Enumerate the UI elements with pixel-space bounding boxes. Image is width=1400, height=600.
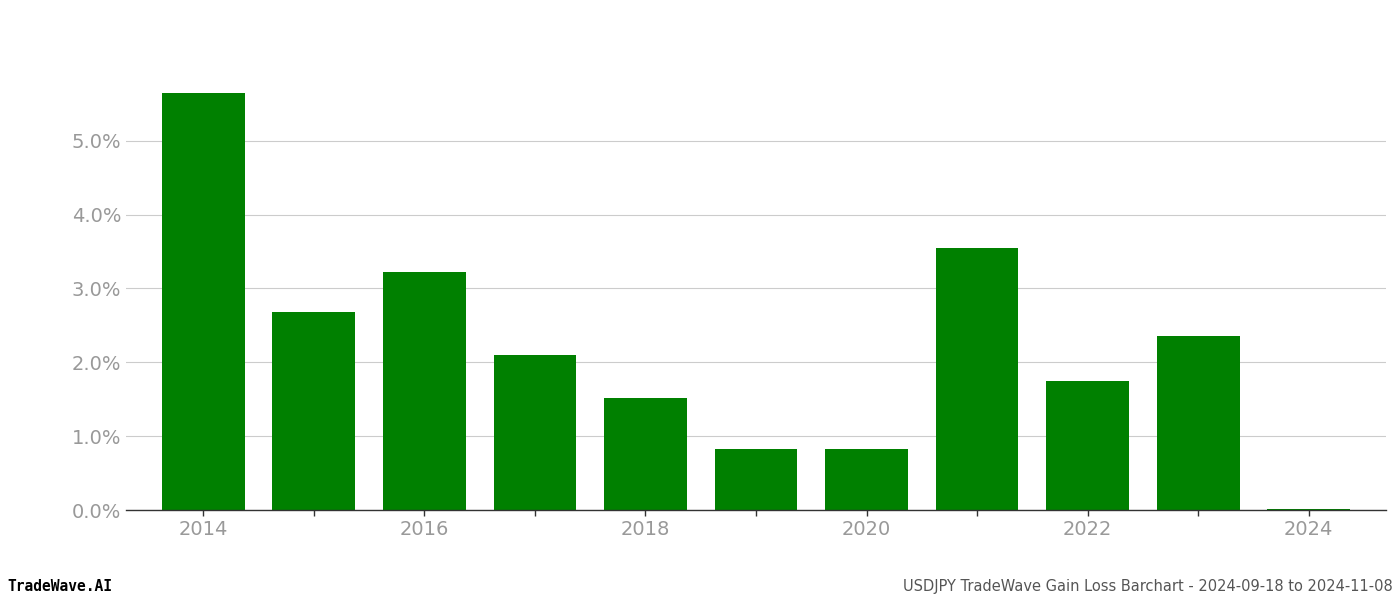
Bar	[384, 272, 466, 510]
Bar	[603, 398, 687, 510]
Bar	[1046, 381, 1128, 510]
Text: USDJPY TradeWave Gain Loss Barchart - 2024-09-18 to 2024-11-08: USDJPY TradeWave Gain Loss Barchart - 20…	[903, 579, 1393, 594]
Bar	[935, 248, 1018, 510]
Bar	[1156, 337, 1239, 510]
Text: TradeWave.AI: TradeWave.AI	[7, 579, 112, 594]
Bar	[493, 355, 577, 510]
Bar	[825, 449, 909, 510]
Bar	[162, 93, 245, 510]
Bar	[273, 312, 356, 510]
Bar	[714, 449, 798, 510]
Bar	[1267, 509, 1350, 510]
